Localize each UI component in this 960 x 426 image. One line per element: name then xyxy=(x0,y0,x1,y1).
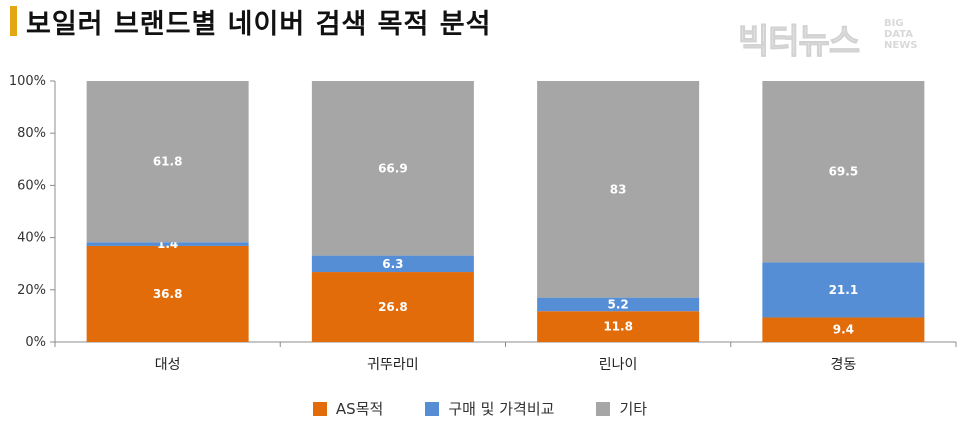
data-label: 11.8 xyxy=(603,320,633,334)
y-tick-label: 60% xyxy=(17,178,46,193)
data-label: 6.3 xyxy=(382,257,403,271)
data-label: 5.2 xyxy=(607,297,628,311)
x-category-label: 귀뚜라미 xyxy=(367,357,419,373)
y-tick-label: 20% xyxy=(17,283,46,298)
title-accent-bar xyxy=(10,6,17,36)
data-label: 21.1 xyxy=(829,283,859,297)
legend-item-other: 기타 xyxy=(596,398,647,419)
bar-segment xyxy=(537,311,700,342)
legend-label: 구매 및 가격비교 xyxy=(448,400,555,418)
bar-segment xyxy=(86,242,249,246)
x-category-label: 경동 xyxy=(830,357,856,373)
logo-subtext: BIG DATA NEWS xyxy=(884,18,944,51)
data-label: 69.5 xyxy=(829,165,859,179)
legend-swatch xyxy=(425,401,440,416)
data-label: 83 xyxy=(610,182,627,196)
legend-swatch xyxy=(596,401,611,416)
legend-item-buy: 구매 및 가격비교 xyxy=(425,398,554,419)
y-tick-label: 40% xyxy=(17,231,46,246)
logo-sub-line: BIG xyxy=(884,18,904,29)
bar-segment xyxy=(86,81,249,243)
data-label: 66.9 xyxy=(378,161,408,175)
y-tick-label: 80% xyxy=(17,126,46,141)
chart-title: 보일러 브랜드별 네이버 검색 목적 분석 xyxy=(26,9,492,40)
legend-label: AS목적 xyxy=(335,400,384,418)
data-label: 26.8 xyxy=(378,300,408,314)
bar-segment xyxy=(762,81,925,263)
legend-swatch xyxy=(312,401,327,416)
y-tick-label: 0% xyxy=(25,335,46,350)
logo-sub-line: DATA xyxy=(884,29,914,40)
x-category-label: 대성 xyxy=(155,357,181,373)
bar-segment xyxy=(311,255,474,273)
legend-item-as: AS목적 xyxy=(312,398,384,419)
x-category-label: 린나이 xyxy=(599,357,638,373)
legend-label: 기타 xyxy=(619,400,648,418)
legend: AS목적 구매 및 가격비교 기타 xyxy=(0,398,960,419)
data-label: 9.4 xyxy=(833,323,854,337)
bar-segment xyxy=(762,317,925,342)
logo-sub-line: NEWS xyxy=(884,40,918,51)
bar-segment xyxy=(762,262,925,318)
logo-text: 빅터뉴스 xyxy=(737,22,860,63)
y-tick-label: 100% xyxy=(9,74,46,89)
data-label: 36.8 xyxy=(153,287,183,301)
bar-segment xyxy=(311,272,474,342)
bar-segment xyxy=(311,81,474,256)
bar-segment xyxy=(86,245,249,342)
bar-segment xyxy=(537,297,700,312)
data-label: 61.8 xyxy=(153,155,183,169)
bar-segment xyxy=(537,81,700,298)
